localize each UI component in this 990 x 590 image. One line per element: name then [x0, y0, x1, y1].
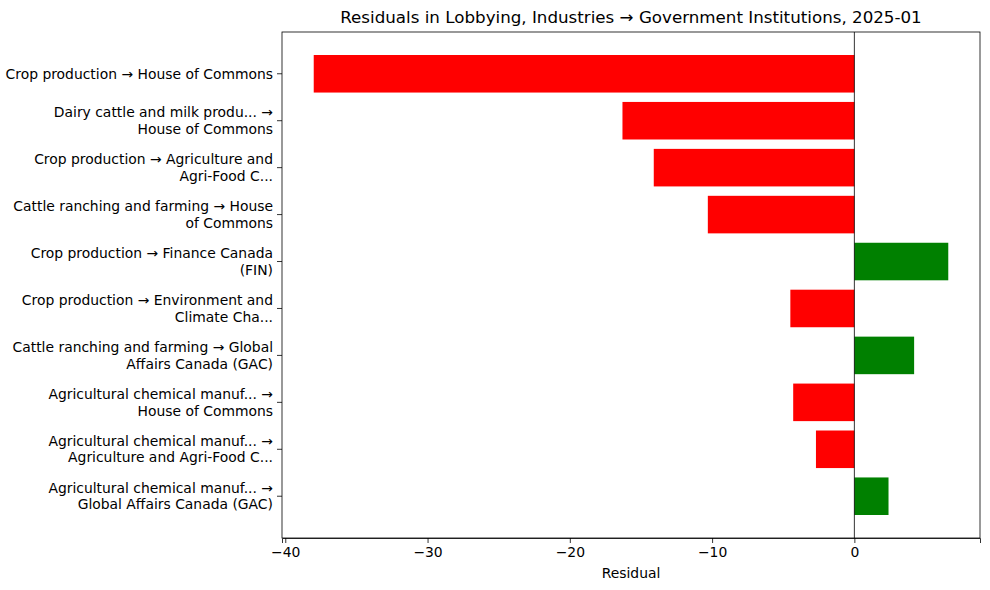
y-tick-mark: [277, 308, 282, 309]
plot-frame: [282, 32, 980, 538]
y-tick-label: Cattle ranching and farming → GlobalAffa…: [13, 339, 274, 372]
bar: [708, 196, 855, 234]
x-tick-label: −40: [271, 544, 300, 560]
y-tick-label: Crop production → House of Commons: [6, 66, 273, 82]
x-tick-label: −30: [413, 544, 442, 560]
bar: [854, 243, 948, 281]
y-tick-mark: [277, 402, 282, 403]
y-tick-label: Crop production → Finance Canada(FIN): [31, 245, 273, 278]
chart: −40 −30 −20 −10 0 Crop production → House of …: [0, 0, 990, 590]
x-axis-line: [283, 539, 981, 544]
x-tick: −30: [413, 538, 442, 560]
y-tick-mark: [277, 214, 282, 215]
zero-line: [854, 32, 855, 538]
y-tick-label: Crop production → Environment andClimate…: [22, 292, 273, 325]
x-tick-label: −20: [556, 544, 585, 560]
title: Residuals in Lobbying, Industries → Gove…: [340, 7, 922, 27]
bar: [654, 149, 855, 187]
y-tick-mark: [277, 120, 282, 121]
bar: [854, 477, 888, 515]
y-tick-mark: [277, 261, 282, 262]
y-tick-mark: [277, 449, 282, 450]
y-tick-mark: [277, 167, 282, 168]
bar: [816, 431, 854, 469]
x-tick-label: 0: [850, 544, 859, 560]
bar: [854, 337, 914, 375]
x-tick: −10: [698, 538, 727, 560]
x-axis: −40 −30 −20 −10 0: [271, 538, 980, 560]
x-tick: −20: [556, 538, 585, 560]
bar: [793, 384, 854, 422]
y-tick-mark: [277, 496, 282, 497]
x-axis-title: Residual: [602, 565, 661, 581]
y-tick-label: Cattle ranching and farming → Houseof Co…: [13, 198, 273, 231]
bar: [790, 290, 854, 328]
y-tick-label: Agricultural chemical manuf... →Agricult…: [48, 433, 273, 466]
x-tick-mark: [854, 538, 855, 543]
y-tick-label: Agricultural chemical manuf... →Global A…: [48, 480, 273, 513]
x-tick: −40: [271, 538, 300, 560]
bar: [314, 55, 855, 93]
x-tick-label: −10: [698, 544, 727, 560]
y-tick-mark: [277, 355, 282, 356]
x-tick-mark: [570, 538, 571, 543]
x-tick-mark: [712, 538, 713, 543]
y-tick-mark: [277, 73, 282, 74]
y-tick-label: Dairy cattle and milk produ... →House of…: [54, 104, 273, 137]
bar: [622, 102, 854, 140]
bars: [314, 55, 949, 515]
x-tick-mark: [428, 538, 429, 543]
x-tick: 0: [850, 538, 859, 560]
y-tick-label: Crop production → Agriculture andAgri-Fo…: [34, 151, 273, 184]
y-axis: Crop production → House of Commons Dairy …: [6, 66, 282, 513]
x-tick-mark: [285, 538, 286, 543]
y-tick-label: Agricultural chemical manuf... →House of…: [48, 386, 273, 419]
